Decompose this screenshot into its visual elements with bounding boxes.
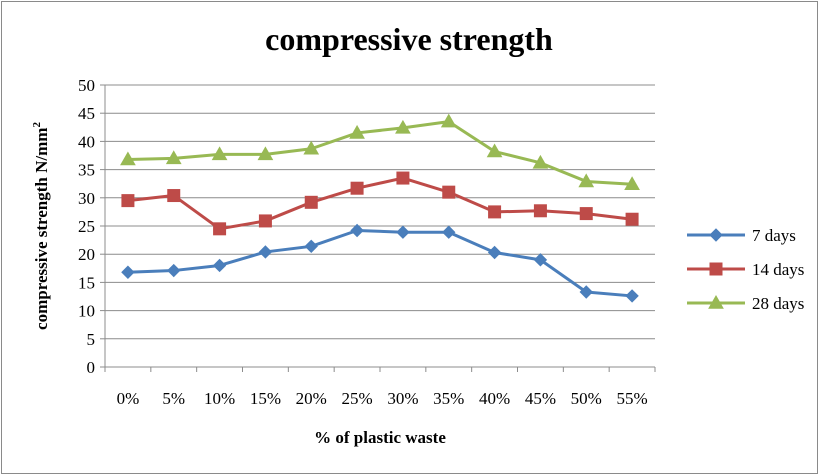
series-line [127,229,633,298]
legend: 7 days 14 days 28 days [687,226,804,313]
series-1 [121,223,639,303]
y-tick-label: 35 [78,161,95,180]
y-tick-label: 5 [87,330,96,349]
data-point [258,245,273,259]
x-tick-label: 30% [387,389,418,408]
x-tick-label: 45% [525,389,556,408]
x-tick-label: 20% [296,389,327,408]
data-point [625,212,639,226]
data-point [624,176,640,191]
y-tick-label: 10 [78,302,95,321]
y-tick-label: 0 [87,358,96,377]
data-point [395,119,411,134]
data-point [121,194,135,208]
series-line [127,120,633,186]
data-point [165,150,182,165]
x-axis-label: % of plastic waste [314,428,446,447]
data-point [257,146,274,161]
data-point [533,204,547,218]
data-point [213,222,227,236]
series-3 [120,113,640,191]
data-point [304,195,318,209]
y-axis-label-superscript: 2 [31,122,43,128]
legend-item: 7 days [687,226,796,245]
y-axis-label-text: compressive strength N/mm [32,128,51,330]
data-point [167,263,181,278]
data-point [258,214,272,228]
data-point [488,205,502,219]
data-point [579,285,593,299]
y-tick-label: 30 [78,189,95,208]
data-point [442,225,456,239]
data-point [625,289,639,303]
y-axis-label: compressive strength N/mm2 [31,122,51,330]
gridlines [105,84,655,340]
data-point [350,223,364,238]
x-tick-label: 5% [162,389,185,408]
x-tick-labels: 0% 5% 10% 15% 20% 25% 30% 35% 40% 45% 50% 55% [117,389,648,408]
legend-label: 28 days [752,294,804,313]
data-point [211,146,228,161]
x-tick-label: 25% [341,389,372,408]
y-tick-label: 20 [78,245,95,264]
data-point [350,181,364,195]
y-tick-labels: 0 5 10 15 20 25 30 35 40 45 50 [78,76,95,377]
data-point [440,113,457,128]
data-point [304,239,318,254]
chart-title: compressive strength [265,21,553,57]
legend-swatch-marker [708,294,724,309]
data-point [578,173,595,188]
data-point [532,154,549,169]
data-point [212,258,227,273]
x-tick-label: 10% [204,389,235,408]
data-point [303,140,320,155]
x-tick-label: 15% [250,389,281,408]
legend-swatch-marker [709,262,723,276]
series-group [120,113,640,303]
x-tick-label: 50% [571,389,602,408]
legend-label: 14 days [752,260,804,279]
data-point [167,189,181,203]
legend-item: 28 days [687,294,804,313]
data-point [120,151,136,166]
y-tick-label: 45 [78,104,95,123]
x-tick-label: 55% [616,389,647,408]
data-point [487,245,502,260]
y-tick-label: 15 [78,273,95,292]
data-point [349,124,365,139]
legend-item: 14 days [687,260,804,279]
x-tick-label: 0% [117,389,140,408]
y-tick-label: 40 [78,132,95,151]
axes [100,84,656,372]
data-point [486,143,503,158]
y-tick-label: 50 [78,76,95,95]
legend-label: 7 days [752,226,796,245]
x-tick-label: 35% [433,389,464,408]
data-point [442,185,456,199]
legend-swatch-marker [709,228,723,242]
series-2 [121,171,639,236]
series-line [127,176,633,231]
x-tick-label: 40% [479,389,510,408]
data-point [533,253,548,267]
data-point [121,265,135,279]
data-point [396,171,410,185]
y-tick-label: 25 [78,217,95,236]
data-point [579,207,593,221]
data-point [396,225,410,239]
